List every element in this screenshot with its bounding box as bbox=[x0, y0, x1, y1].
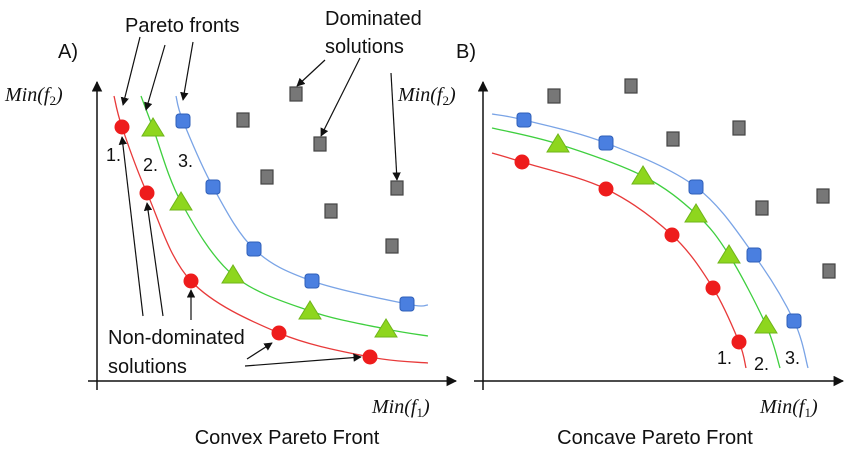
panel-a-front-3-point bbox=[205, 179, 221, 195]
panel-b-front-1-point bbox=[598, 181, 614, 197]
panel-b-front-1-point bbox=[514, 154, 530, 170]
pareto-front-3-arrow bbox=[180, 41, 194, 101]
panel-b-y-label: Min(f2) bbox=[397, 84, 456, 108]
panel-a-front-label-3: 3. bbox=[178, 151, 193, 171]
nondominated-arrow bbox=[246, 342, 273, 360]
nondominated-arrow bbox=[143, 202, 164, 317]
panel-b-front-1-point bbox=[731, 334, 747, 350]
pareto-front-1-arrow bbox=[120, 36, 141, 106]
panel-a-dominated-solution bbox=[390, 180, 404, 196]
panel-b-front-1-point bbox=[664, 227, 680, 243]
panel-b-title: Concave Pareto Front bbox=[557, 427, 753, 449]
panel-a-front-2-point bbox=[298, 300, 322, 320]
panel-a-x-label: Min(f1) bbox=[371, 396, 430, 420]
panel-b-pareto-front-1-curve bbox=[491, 152, 747, 369]
dominated-arrow bbox=[296, 59, 326, 87]
panel-a-front-2-point bbox=[169, 191, 193, 211]
panel-a-dominated-solution bbox=[236, 112, 250, 128]
dominated-annotation-line2: solutions bbox=[325, 36, 404, 58]
panel-a-front-1-point bbox=[271, 325, 287, 341]
panel-b-front-3-point bbox=[746, 247, 762, 263]
panel-a-front-1-point bbox=[114, 119, 130, 135]
panel-b-dominated-solution bbox=[755, 200, 769, 216]
panel-a-pareto-front-3-curve bbox=[175, 95, 429, 307]
panel-a-front-1-point bbox=[183, 273, 199, 289]
panel-a-dominated-solution bbox=[324, 203, 338, 219]
panel-a-dominated-solution bbox=[313, 136, 327, 152]
panel-b-front-2-point bbox=[754, 314, 778, 334]
panel-b-dominated-solution bbox=[624, 78, 638, 94]
nondominated-annotation-line2: solutions bbox=[108, 356, 187, 378]
panel-b-tag: B) bbox=[456, 41, 476, 63]
panel-a-front-label-1: 1. bbox=[106, 145, 121, 165]
panel-b-dominated-solution bbox=[732, 120, 746, 136]
panel-b-dominated-solution bbox=[822, 263, 836, 279]
panel-a-front-3-point bbox=[175, 113, 191, 129]
panel-a-front-3-point bbox=[304, 273, 320, 289]
nondominated-arrow bbox=[244, 353, 362, 367]
panel-b-dominated-solution bbox=[547, 88, 561, 104]
panel-a-front-2-point bbox=[374, 318, 398, 338]
panel-a-tag: A) bbox=[58, 41, 78, 63]
nondominated-annotation-line1: Non-dominated bbox=[108, 327, 245, 349]
panel-a-y-label: Min(f2) bbox=[4, 84, 63, 108]
panel-a-title: Convex Pareto Front bbox=[195, 427, 380, 449]
panel-b-front-2-point bbox=[684, 203, 708, 223]
panel-a-dominated-solution bbox=[385, 238, 399, 254]
panel-b-front-3-point bbox=[598, 135, 614, 151]
panel-a-front-1-point bbox=[362, 349, 378, 365]
dominated-arrow bbox=[390, 72, 401, 181]
panel-a-front-label-2: 2. bbox=[143, 155, 158, 175]
panel-b-dominated-solution bbox=[816, 188, 830, 204]
dominated-annotation-line1: Dominated bbox=[325, 8, 422, 30]
panel-a-front-3-point bbox=[246, 241, 262, 257]
panel-b-front-3-point bbox=[786, 313, 802, 329]
panel-b-front-3-point bbox=[688, 179, 704, 195]
panel-b-pareto-front-2-curve bbox=[491, 127, 781, 369]
panel-a-front-2-point bbox=[221, 264, 245, 284]
pareto-front-2-arrow bbox=[144, 44, 166, 111]
nondominated-arrow bbox=[118, 136, 144, 317]
dominated-arrow bbox=[320, 57, 361, 137]
panel-a-dominated-solution bbox=[260, 169, 274, 185]
panel-b-front-label-1: 1. bbox=[717, 348, 732, 368]
pareto-fronts-annotation: Pareto fronts bbox=[125, 15, 240, 37]
panel-b-front-2-point bbox=[631, 165, 655, 185]
panel-b-front-label-2: 2. bbox=[754, 354, 769, 374]
panel-b-front-2-point bbox=[717, 244, 741, 264]
panel-a-front-3-point bbox=[399, 296, 415, 312]
panel-a-front-2-point bbox=[141, 117, 165, 137]
panel-a-front-1-point bbox=[139, 185, 155, 201]
panel-b-x-label: Min(f1) bbox=[759, 396, 818, 420]
panel-a-dominated-solution bbox=[289, 86, 303, 102]
panel-b-dominated-solution bbox=[666, 131, 680, 147]
panel-b-front-1-point bbox=[705, 280, 721, 296]
panel-b-front-3-point bbox=[516, 112, 532, 128]
panel-b-front-label-3: 3. bbox=[785, 348, 800, 368]
panel-b-front-2-point bbox=[546, 133, 570, 153]
